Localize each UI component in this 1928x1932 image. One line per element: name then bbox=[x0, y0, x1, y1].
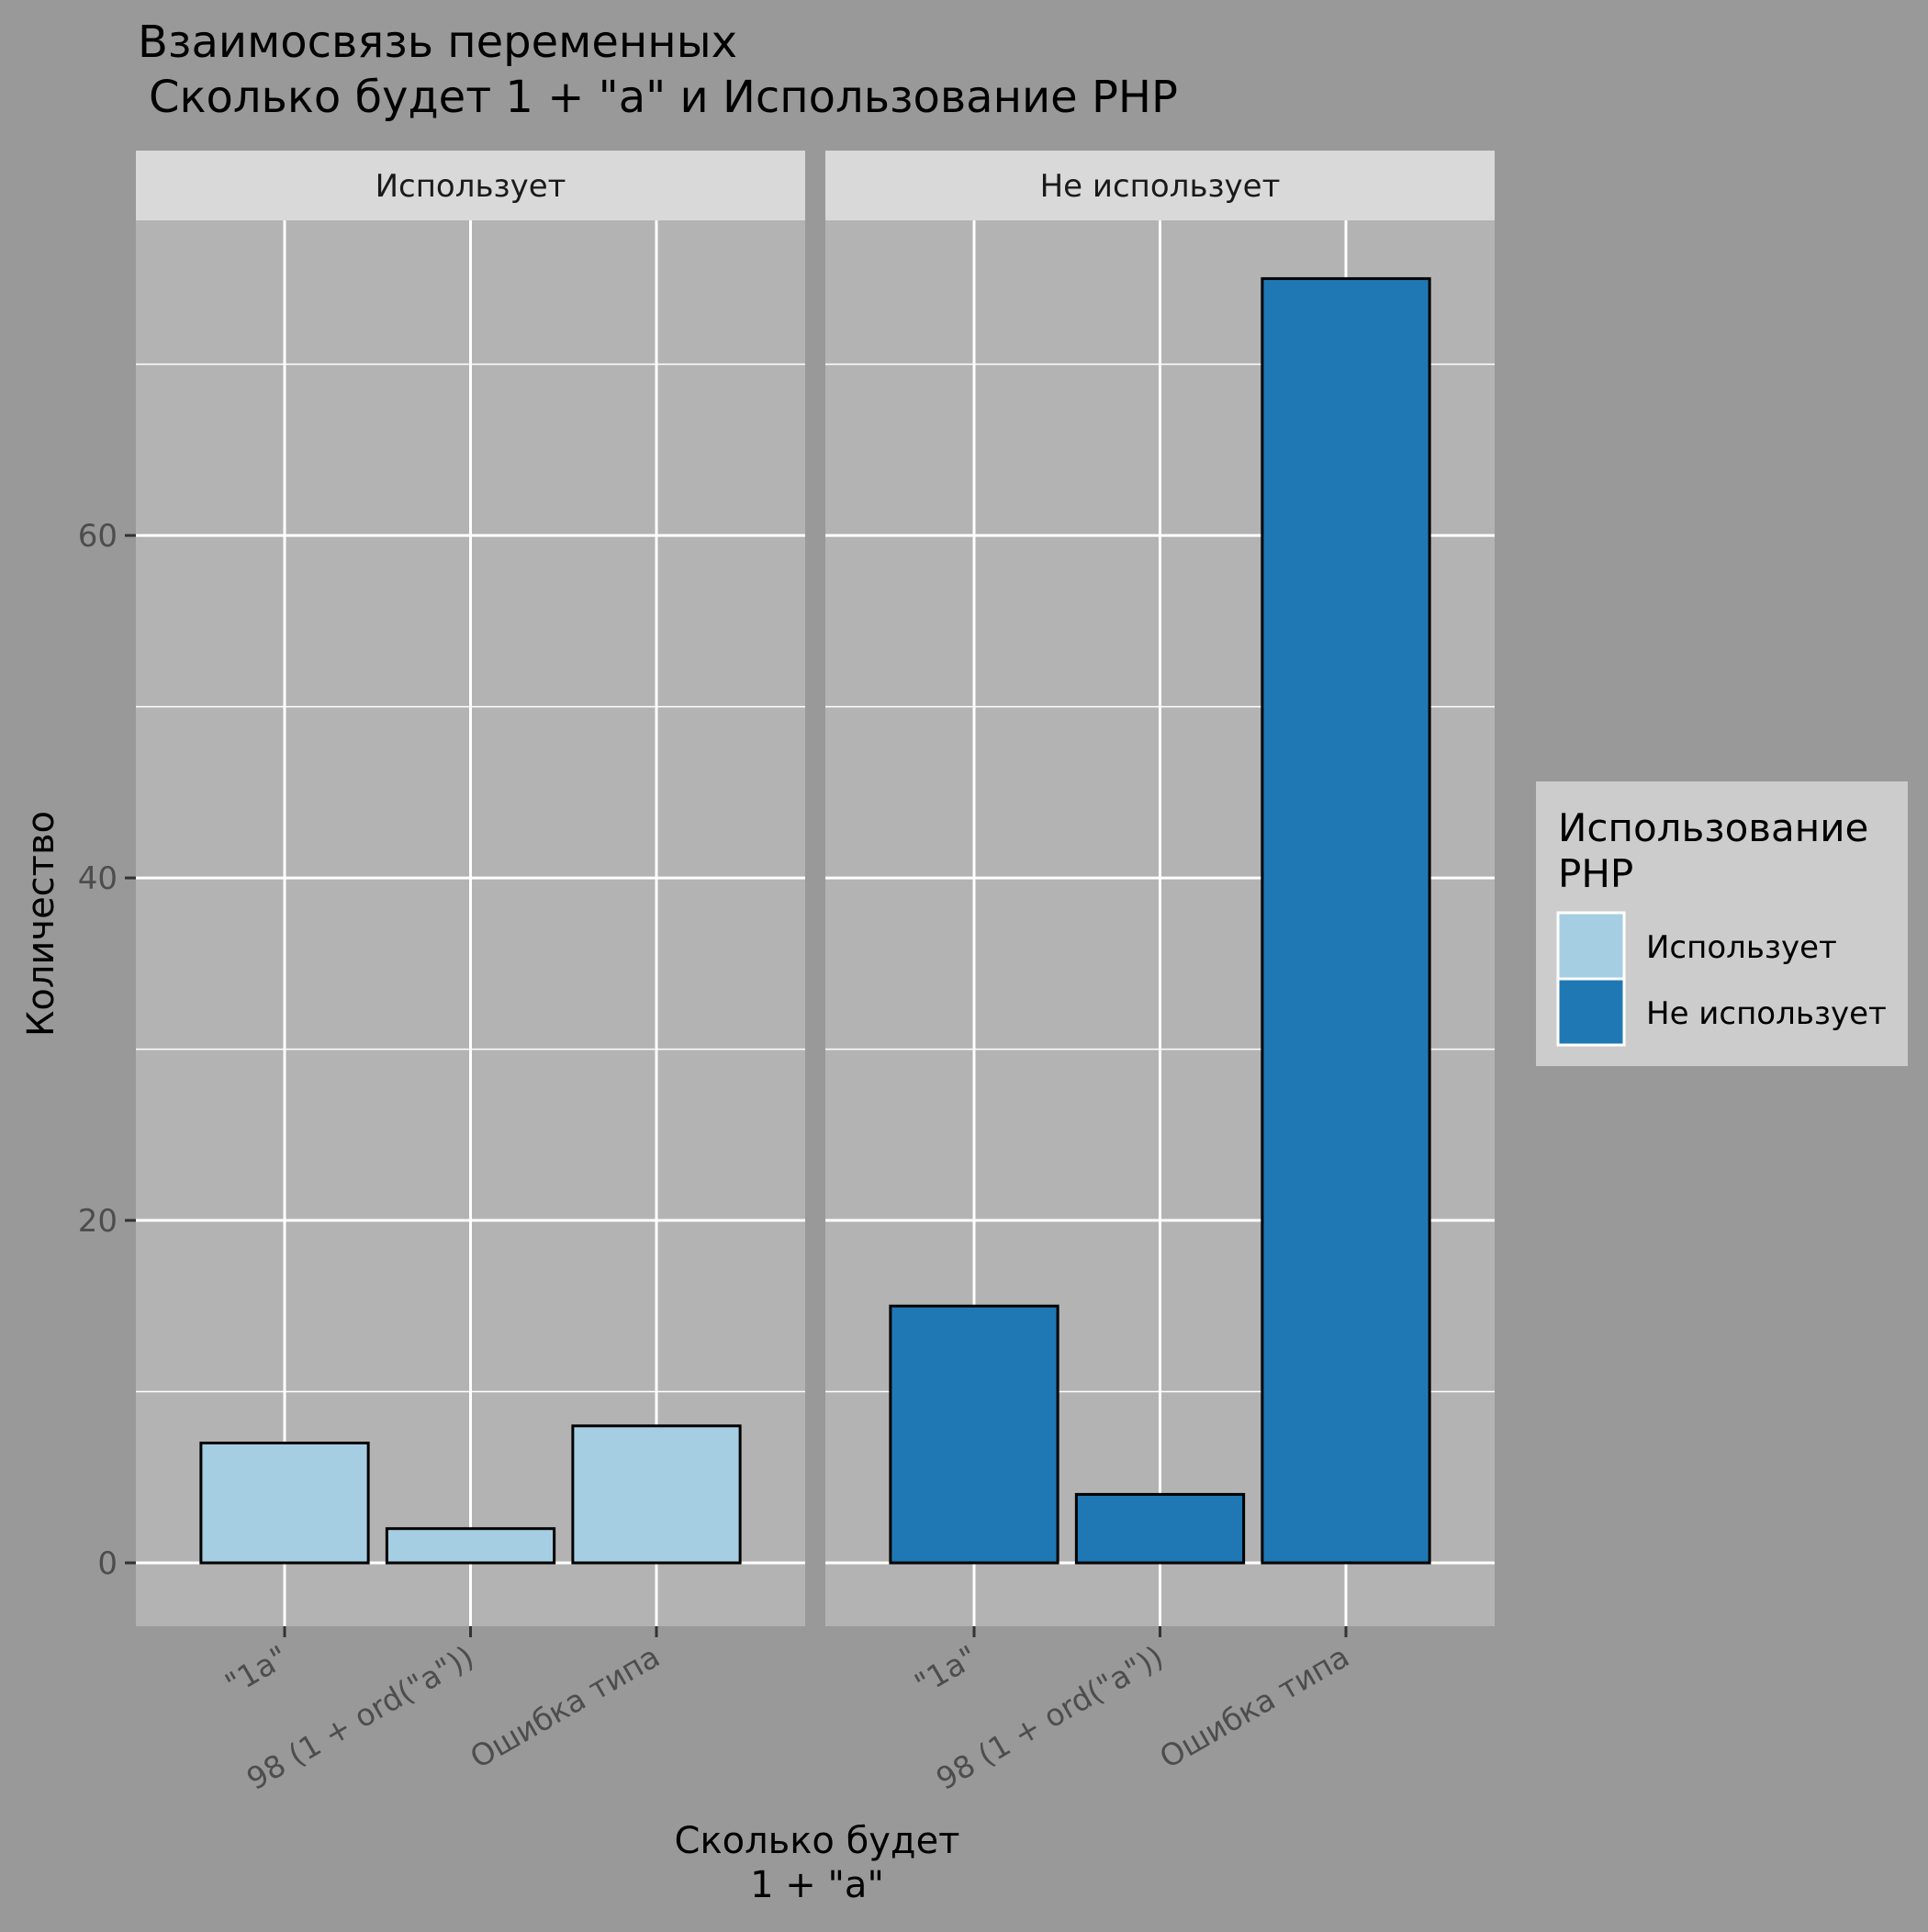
chart-title-line2: Сколько будет 1 + "a" и Использование PH… bbox=[149, 72, 1178, 123]
facet-panel-1: Не использует"1a"98 (1 + ord("a"))Ошибка… bbox=[825, 151, 1495, 1797]
bar-1-0 bbox=[889, 1304, 1059, 1565]
x-axis-label-line1: Сколько будет bbox=[675, 1820, 960, 1862]
y-tick-label: 40 bbox=[78, 860, 118, 897]
facet-strip-label-0: Использует bbox=[376, 168, 566, 205]
y-axis-label: Количество bbox=[20, 811, 62, 1037]
legend-title-line1: Использование bbox=[1558, 805, 1868, 850]
legend-key-not-uses bbox=[1556, 977, 1626, 1047]
facet-panel-0: Использует"1a"98 (1 + ord("a"))Ошибка ти… bbox=[136, 151, 805, 1797]
bar-1-2 bbox=[1261, 276, 1431, 1565]
facet-strip-label-1: Не использует bbox=[1040, 168, 1281, 205]
legend-label-not-uses: Не использует bbox=[1646, 995, 1887, 1032]
y-tick-label: 60 bbox=[78, 518, 118, 555]
legend-label-uses: Использует bbox=[1646, 929, 1837, 966]
y-axis: 0 20 40 60 bbox=[78, 518, 136, 1582]
facet-strip-1 bbox=[825, 151, 1495, 220]
bar-0-0 bbox=[199, 1441, 370, 1565]
bar-1-1 bbox=[1074, 1492, 1246, 1565]
facet-panels: Использует"1a"98 (1 + ord("a"))Ошибка ти… bbox=[136, 151, 1495, 1797]
bar-0-2 bbox=[571, 1424, 742, 1565]
legend-key-uses bbox=[1556, 911, 1626, 981]
legend-title-line2: PHP bbox=[1558, 851, 1633, 896]
facet-strip-0 bbox=[136, 151, 805, 220]
legend: Использование PHP Использует Не использу… bbox=[1536, 781, 1908, 1066]
y-tick-label: 20 bbox=[78, 1203, 118, 1240]
bar-0-1 bbox=[385, 1527, 556, 1565]
chart-title-line1: Взаимосвязь переменных bbox=[138, 17, 737, 68]
x-axis-label-line2: 1 + "a" bbox=[750, 1864, 884, 1906]
y-tick-label: 0 bbox=[97, 1545, 118, 1582]
